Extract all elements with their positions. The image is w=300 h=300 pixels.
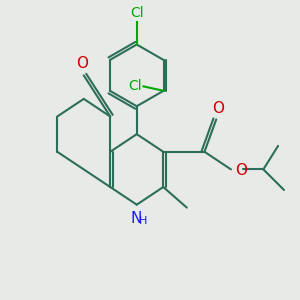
Text: O: O bbox=[235, 164, 247, 178]
Text: Cl: Cl bbox=[128, 80, 141, 93]
Text: Cl: Cl bbox=[130, 6, 144, 20]
Text: O: O bbox=[76, 56, 88, 71]
Text: N: N bbox=[130, 211, 142, 226]
Text: O: O bbox=[212, 101, 224, 116]
Text: H: H bbox=[139, 216, 147, 226]
